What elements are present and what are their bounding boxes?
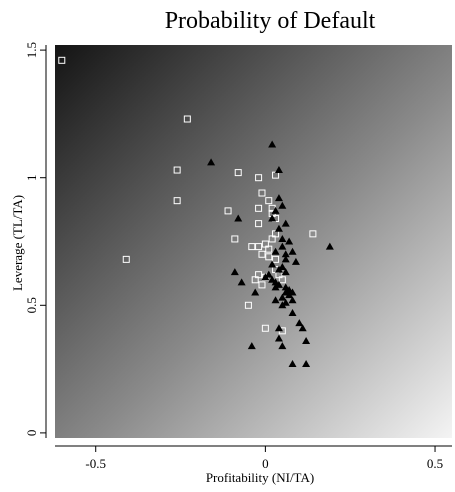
- triangle-point: [251, 288, 260, 296]
- x-axis-label: Profitability (NI/TA): [206, 470, 314, 485]
- square-point: [255, 243, 263, 251]
- x-tick-label: 0.5: [427, 456, 443, 471]
- x-axis: [55, 445, 452, 452]
- triangle-point: [237, 278, 246, 286]
- square-point: [173, 166, 181, 174]
- triangle-point: [271, 247, 280, 255]
- square-point: [231, 235, 239, 243]
- triangle-point: [274, 324, 283, 332]
- square-point: [272, 255, 280, 263]
- triangle-point: [295, 319, 304, 327]
- triangle-point: [268, 260, 277, 268]
- triangle-point: [278, 301, 287, 309]
- triangle-point: [274, 265, 283, 273]
- y-tick-label: 0: [24, 430, 39, 437]
- square-point: [268, 235, 276, 243]
- triangle-point: [298, 324, 307, 332]
- triangle-point: [271, 283, 280, 291]
- square-point: [251, 276, 259, 284]
- triangle-point: [278, 234, 287, 242]
- square-point: [255, 220, 263, 228]
- y-tick-labels: 0 0.5 1 1.5: [24, 42, 39, 436]
- triangle-point: [325, 242, 334, 250]
- triangle-point: [274, 334, 283, 342]
- data-points: [58, 56, 334, 367]
- square-point: [234, 169, 242, 177]
- y-axis-label: Leverage (TL/TA): [10, 195, 25, 291]
- triangle-point: [207, 158, 216, 166]
- y-tick-label: 1.5: [24, 42, 39, 58]
- square-point: [173, 197, 181, 205]
- triangle-point: [281, 255, 290, 263]
- x-tick-label: -0.5: [85, 456, 106, 471]
- square-point: [258, 189, 266, 197]
- square-point: [244, 301, 252, 309]
- chart-title: Probability of Default: [165, 8, 376, 34]
- triangle-point: [302, 337, 311, 345]
- triangle-point: [281, 250, 290, 258]
- triangle-point: [288, 296, 297, 304]
- triangle-point: [247, 342, 256, 350]
- triangle-point: [281, 219, 290, 227]
- square-point: [255, 174, 263, 182]
- triangle-point: [271, 296, 280, 304]
- triangle-point: [278, 201, 287, 209]
- triangle-point: [302, 359, 311, 367]
- square-point: [258, 281, 266, 289]
- triangle-point: [291, 257, 300, 265]
- square-point: [183, 115, 191, 123]
- triangle-point: [274, 194, 283, 202]
- x-tick-label: 0: [262, 456, 269, 471]
- triangle-point: [281, 268, 290, 276]
- square-point: [122, 255, 130, 263]
- triangle-point: [278, 242, 287, 250]
- square-point: [261, 324, 269, 332]
- square-point: [309, 230, 317, 238]
- square-point: [58, 56, 66, 64]
- triangle-point: [285, 237, 294, 245]
- square-point: [258, 250, 266, 258]
- triangle-point: [274, 166, 283, 174]
- triangle-point: [230, 268, 239, 276]
- square-point: [265, 197, 273, 205]
- triangle-point: [274, 224, 283, 232]
- y-tick-label: 0.5: [24, 297, 39, 313]
- x-tick-labels: -0.5 0 0.5: [85, 456, 443, 471]
- y-axis: [40, 45, 47, 438]
- triangle-point: [234, 214, 243, 222]
- triangle-point: [278, 342, 287, 350]
- square-point: [248, 243, 256, 251]
- plot-area-background: [55, 45, 452, 438]
- triangle-point: [271, 206, 280, 214]
- triangle-point: [288, 247, 297, 255]
- square-point: [265, 253, 273, 261]
- square-point: [224, 207, 232, 215]
- triangle-point: [288, 308, 297, 316]
- square-point: [265, 245, 273, 253]
- triangle-point: [281, 288, 290, 296]
- square-point: [278, 276, 286, 284]
- triangle-point: [261, 273, 270, 281]
- triangle-point: [288, 359, 297, 367]
- square-point: [255, 204, 263, 212]
- triangle-point: [278, 293, 287, 301]
- y-tick-label: 1: [24, 174, 39, 181]
- triangle-point: [268, 140, 277, 148]
- triangle-point: [268, 214, 277, 222]
